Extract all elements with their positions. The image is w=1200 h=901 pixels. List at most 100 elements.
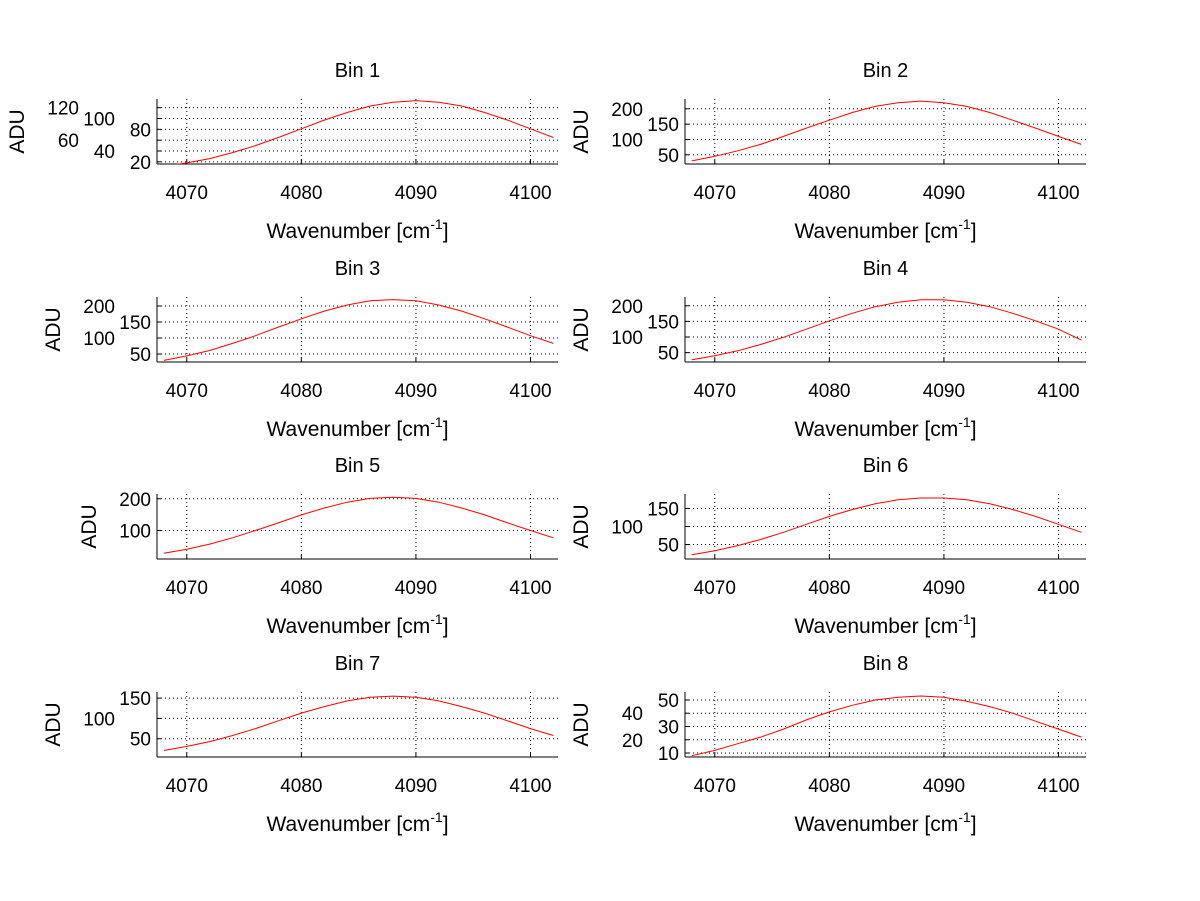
x-tick-label: 4080: [280, 776, 322, 797]
subplot-5: 4070 4080 4090 4100 100 200 Bin 5 ADU Wavenumber…: [78, 455, 558, 638]
y-tick-label: 100: [611, 328, 643, 349]
x-axis-label-end: ]: [443, 220, 449, 243]
x-axis-label: Wavenumber [cm-1]: [266, 809, 448, 836]
y-axis-label: ADU: [570, 109, 593, 153]
y-tick-label: 150: [647, 115, 679, 136]
subplot-title: Bin 8: [863, 653, 909, 675]
x-tick-label: 4070: [694, 578, 736, 599]
x-axis-label-main: Wavenumber [cm: [794, 220, 958, 243]
y-tick-label: 10: [658, 744, 679, 765]
x-tick-label: 4080: [808, 381, 850, 402]
y-tick-label: 50: [658, 344, 679, 365]
y-tick-label: 100: [119, 521, 151, 542]
x-tick-label: 4100: [509, 776, 551, 797]
x-tick-label: 4080: [280, 578, 322, 599]
x-axis-label-end: ]: [443, 813, 449, 836]
y-tick-label: 40: [622, 704, 643, 725]
x-axis-label: Wavenumber [cm-1]: [266, 611, 448, 638]
spectrum-line: [163, 496, 554, 554]
y-axis-label: ADU: [570, 504, 593, 548]
x-tick-label: 4080: [808, 578, 850, 599]
y-tick-label: 200: [83, 297, 115, 318]
y-tick-label: 20: [622, 731, 643, 752]
y-tick-label: 50: [658, 146, 679, 167]
subplot-title: Bin 7: [335, 653, 381, 675]
y-tick-label: 100: [611, 518, 643, 539]
y-axis-label: ADU: [6, 109, 29, 153]
x-tick-label: 4080: [280, 183, 322, 204]
x-tick-label: 4100: [509, 381, 551, 402]
y-tick-label: 150: [647, 499, 679, 520]
x-axis-label-superscript: -1: [430, 809, 443, 825]
y-tick-label: 150: [647, 312, 679, 333]
subplot-title: Bin 5: [335, 455, 381, 477]
spectrum-line: [691, 695, 1082, 757]
y-axis-label: ADU: [570, 307, 593, 351]
x-tick-label: 4090: [395, 381, 437, 402]
x-axis-label-main: Wavenumber [cm: [266, 615, 430, 638]
x-axis-label-end: ]: [443, 615, 449, 638]
x-axis-label: Wavenumber [cm-1]: [794, 611, 976, 638]
x-tick-label: 4070: [694, 776, 736, 797]
subplot-title: Bin 2: [863, 60, 909, 82]
x-tick-label: 4100: [1037, 381, 1079, 402]
y-tick-label: 50: [130, 345, 151, 366]
x-axis-label: Wavenumber [cm-1]: [794, 216, 976, 243]
y-tick-label: 100: [83, 110, 115, 131]
x-axis-label-main: Wavenumber [cm: [794, 615, 958, 638]
y-tick-label: 100: [83, 709, 115, 730]
y-tick-label: 150: [119, 313, 151, 334]
x-tick-label: 4100: [1037, 776, 1079, 797]
y-tick-label: 50: [658, 536, 679, 557]
x-tick-label: 4100: [1037, 578, 1079, 599]
y-tick-label: 20: [130, 153, 151, 174]
x-axis-label-main: Wavenumber [cm: [266, 813, 430, 836]
x-tick-label: 4080: [808, 183, 850, 204]
x-axis-label-end: ]: [971, 813, 977, 836]
x-axis-label-end: ]: [971, 418, 977, 441]
x-tick-label: 4100: [509, 578, 551, 599]
x-axis-label-main: Wavenumber [cm: [266, 220, 430, 243]
y-tick-label: 200: [119, 490, 151, 511]
y-tick-label: 40: [94, 142, 115, 163]
x-tick-label: 4090: [923, 578, 965, 599]
x-tick-label: 4090: [395, 578, 437, 599]
y-tick-label: 100: [83, 329, 115, 350]
y-tick-label: 30: [658, 717, 679, 738]
x-axis-label-superscript: -1: [430, 611, 443, 627]
x-tick-label: 4070: [694, 183, 736, 204]
subplot-title: Bin 6: [863, 455, 909, 477]
y-tick-label: 120: [47, 99, 79, 120]
x-tick-label: 4070: [166, 381, 208, 402]
y-tick-label: 60: [58, 131, 79, 152]
spectrum-line: [691, 100, 1082, 162]
x-tick-label: 4080: [808, 776, 850, 797]
x-axis-label: Wavenumber [cm-1]: [794, 414, 976, 441]
spectrum-line: [163, 299, 554, 361]
x-tick-label: 4070: [694, 381, 736, 402]
subplot-8: 4070 4080 4090 4100 10 20 30 40 50 Bin 8 ADU Wavenu…: [570, 653, 1086, 836]
x-axis-label-superscript: -1: [430, 414, 443, 430]
x-axis-label-end: ]: [971, 220, 977, 243]
x-axis-label: Wavenumber [cm-1]: [794, 809, 976, 836]
x-tick-label: 4070: [166, 578, 208, 599]
x-axis-label-end: ]: [971, 615, 977, 638]
y-axis-label: ADU: [78, 504, 101, 548]
subplot-title: Bin 1: [335, 60, 381, 82]
x-axis-label-main: Wavenumber [cm: [266, 418, 430, 441]
y-tick-label: 50: [130, 730, 151, 751]
x-tick-label: 4080: [280, 381, 322, 402]
spectrum-line: [691, 299, 1082, 361]
x-axis-label-superscript: -1: [958, 809, 971, 825]
x-tick-label: 4100: [509, 183, 551, 204]
x-tick-label: 4090: [395, 776, 437, 797]
y-tick-label: 50: [658, 691, 679, 712]
x-axis-label-superscript: -1: [958, 414, 971, 430]
y-tick-label: 80: [130, 120, 151, 141]
x-axis-label: Wavenumber [cm-1]: [266, 216, 448, 243]
x-axis-label: Wavenumber [cm-1]: [266, 414, 448, 441]
